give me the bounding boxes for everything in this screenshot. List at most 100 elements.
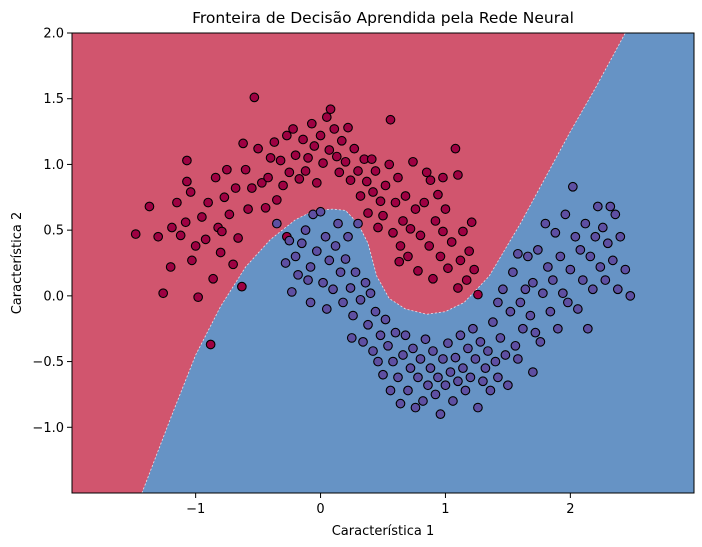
point-class-0 xyxy=(394,256,405,267)
region-class-0 xyxy=(72,33,626,493)
point-class-0 xyxy=(400,191,411,201)
point-class-1 xyxy=(420,334,431,345)
point-class-0 xyxy=(349,143,360,154)
point-class-1 xyxy=(513,354,523,364)
point-class-0 xyxy=(197,212,207,222)
point-class-0 xyxy=(336,135,347,146)
point-class-0 xyxy=(446,237,457,247)
point-class-0 xyxy=(278,180,288,191)
point-class-0 xyxy=(378,210,388,221)
point-class-0 xyxy=(193,292,203,303)
point-class-0 xyxy=(388,227,398,238)
point-class-0 xyxy=(385,114,396,125)
point-class-1 xyxy=(293,269,303,280)
point-class-1 xyxy=(403,385,413,396)
point-class-0 xyxy=(415,230,426,241)
point-class-0 xyxy=(329,124,340,134)
point-class-0 xyxy=(144,201,155,212)
y-tick-label: 1.0 xyxy=(43,158,64,173)
point-class-1 xyxy=(468,323,478,334)
point-class-1 xyxy=(410,402,421,413)
point-class-0 xyxy=(405,223,416,234)
point-class-1 xyxy=(513,248,523,259)
y-axis-label: Característica 2 xyxy=(10,212,25,315)
point-class-1 xyxy=(553,323,563,334)
point-class-1 xyxy=(340,254,351,264)
x-axis-ticks: −1 0 1 2 xyxy=(186,493,574,517)
point-class-0 xyxy=(340,156,351,167)
point-class-1 xyxy=(328,284,338,295)
point-class-1 xyxy=(503,380,513,391)
point-class-1 xyxy=(413,372,423,383)
point-class-1 xyxy=(590,231,601,242)
point-class-0 xyxy=(172,197,182,208)
point-class-1 xyxy=(338,297,348,308)
point-class-1 xyxy=(505,306,516,317)
point-class-0 xyxy=(253,143,263,154)
point-class-1 xyxy=(458,363,468,373)
point-class-0 xyxy=(300,166,311,176)
point-class-0 xyxy=(355,191,366,201)
point-class-1 xyxy=(398,350,408,360)
point-class-1 xyxy=(370,306,381,317)
point-class-1 xyxy=(433,372,443,383)
y-tick-label: 1.5 xyxy=(43,92,64,107)
point-class-0 xyxy=(240,164,251,175)
point-class-0 xyxy=(269,137,280,147)
point-class-1 xyxy=(286,287,297,297)
y-tick-label: −1.0 xyxy=(32,421,64,436)
point-class-0 xyxy=(228,259,238,270)
point-class-0 xyxy=(413,266,423,276)
point-class-1 xyxy=(607,255,618,266)
point-class-0 xyxy=(260,202,271,213)
y-tick-label: 0.5 xyxy=(43,224,64,239)
point-class-1 xyxy=(390,327,401,338)
point-class-1 xyxy=(284,235,295,246)
scatter-points xyxy=(130,92,636,419)
point-class-1 xyxy=(465,372,476,383)
point-class-0 xyxy=(455,255,466,266)
x-tick-label: 0 xyxy=(316,502,324,517)
point-class-0 xyxy=(182,176,192,187)
point-class-0 xyxy=(395,241,406,251)
point-class-1 xyxy=(518,323,528,334)
point-class-1 xyxy=(530,327,541,338)
point-class-0 xyxy=(384,159,395,170)
point-class-0 xyxy=(324,145,335,155)
point-class-0 xyxy=(398,216,408,226)
point-class-0 xyxy=(393,172,403,183)
point-class-1 xyxy=(428,346,438,356)
point-class-0 xyxy=(233,233,243,243)
point-class-1 xyxy=(300,225,311,235)
point-class-1 xyxy=(355,294,366,305)
point-class-1 xyxy=(493,372,503,383)
point-class-1 xyxy=(575,245,586,255)
point-class-0 xyxy=(410,204,421,214)
point-class-0 xyxy=(200,234,211,245)
point-class-0 xyxy=(425,175,436,186)
point-class-0 xyxy=(182,155,192,166)
point-class-1 xyxy=(610,209,621,220)
y-tick-label: 2.0 xyxy=(43,27,64,42)
point-class-0 xyxy=(353,166,363,176)
point-class-0 xyxy=(318,158,328,168)
point-class-1 xyxy=(423,380,433,391)
point-class-0 xyxy=(343,122,353,133)
point-class-1 xyxy=(558,288,568,299)
point-class-1 xyxy=(528,367,538,377)
point-class-0 xyxy=(222,164,232,175)
point-class-1 xyxy=(400,330,411,341)
plot-frame xyxy=(71,32,695,494)
point-class-0 xyxy=(450,143,461,154)
point-class-1 xyxy=(360,277,371,288)
point-class-1 xyxy=(333,218,343,229)
point-class-1 xyxy=(324,255,335,266)
point-class-0 xyxy=(334,167,345,178)
point-class-1 xyxy=(560,209,571,220)
point-class-0 xyxy=(368,187,378,197)
point-class-0 xyxy=(345,175,356,186)
point-class-1 xyxy=(358,337,368,347)
point-class-0 xyxy=(473,289,483,300)
point-class-0 xyxy=(185,187,196,197)
